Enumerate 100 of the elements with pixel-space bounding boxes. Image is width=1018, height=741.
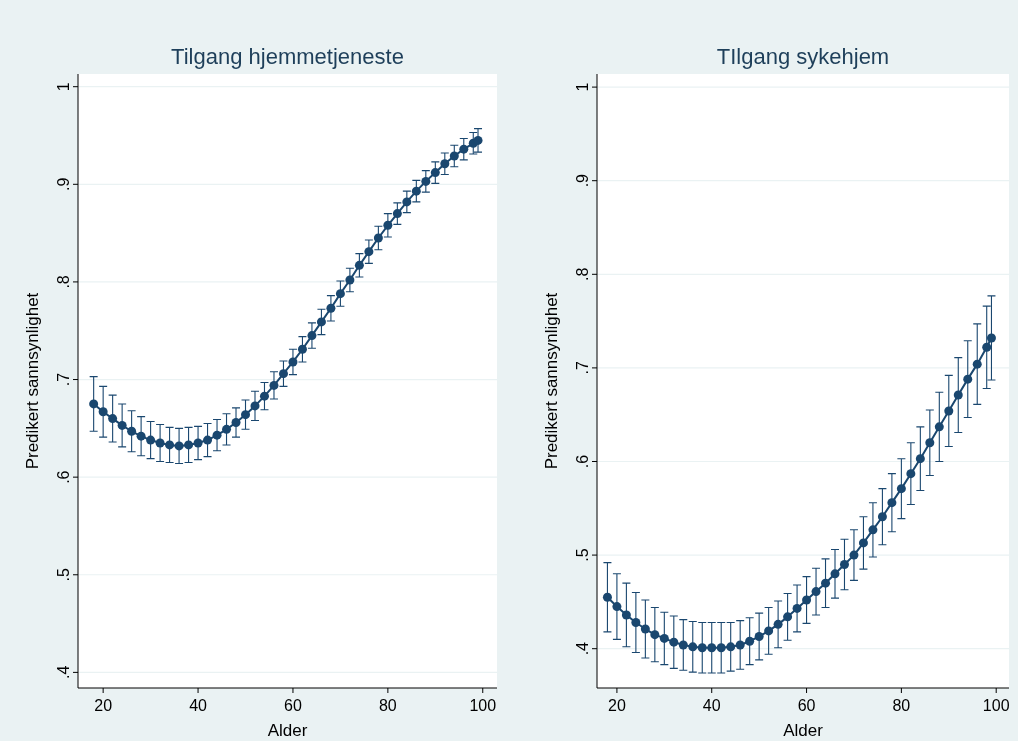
point (364, 247, 374, 257)
point (697, 643, 707, 653)
point (602, 592, 612, 602)
point (297, 344, 307, 354)
point (858, 538, 868, 548)
point (193, 438, 203, 448)
point (231, 417, 241, 427)
x-tick-label: 100 (469, 697, 497, 714)
y-tick-label: .5 (55, 567, 72, 582)
point (802, 595, 812, 605)
point (98, 407, 108, 417)
point (986, 333, 996, 343)
x-tick-label: 60 (284, 697, 302, 714)
point (830, 569, 840, 579)
point (915, 454, 925, 464)
point (963, 374, 973, 384)
point (440, 159, 450, 169)
point (906, 469, 916, 479)
x-tick-label: 100 (982, 697, 1010, 714)
point (640, 624, 650, 634)
point (896, 484, 906, 494)
point (108, 414, 118, 424)
point (953, 390, 963, 400)
y-tick-label: .5 (574, 548, 591, 562)
point (631, 617, 641, 627)
y-tick-label: 1 (574, 82, 591, 92)
point (735, 640, 745, 650)
x-tick-label: 20 (608, 697, 626, 714)
point (650, 630, 660, 640)
point (402, 197, 412, 207)
point (459, 144, 469, 154)
point (259, 391, 269, 401)
x-tick-label: 80 (378, 697, 397, 714)
point (335, 289, 345, 299)
point (934, 422, 944, 432)
y-tick-label: 1 (55, 82, 72, 92)
x-tick-label: 80 (892, 697, 911, 714)
x-tick-label: 40 (189, 697, 208, 714)
point (430, 168, 440, 178)
point (877, 512, 887, 522)
point (944, 406, 954, 416)
point (165, 440, 175, 450)
point (659, 633, 669, 643)
point (174, 441, 184, 451)
point (89, 399, 99, 409)
point (821, 578, 831, 588)
chart-title: Tilgang hjemmetjeneste (171, 44, 404, 69)
point (972, 359, 982, 369)
point (868, 525, 878, 535)
point (811, 587, 821, 597)
point (411, 186, 421, 196)
point (212, 430, 222, 440)
y-tick-label: .7 (574, 361, 591, 375)
y-tick-label: .9 (55, 177, 72, 191)
point (203, 435, 213, 445)
x-axis-title: Alder (783, 721, 824, 740)
point (982, 342, 992, 352)
point (241, 410, 251, 420)
point (792, 603, 802, 613)
point (250, 401, 260, 411)
y-axis-title: Predikert sannsynlighet (542, 292, 561, 470)
y-tick-label: .8 (55, 275, 72, 289)
point (222, 424, 232, 434)
point (316, 317, 326, 327)
point (449, 151, 459, 161)
point (716, 643, 726, 653)
x-tick-label: 40 (702, 697, 721, 714)
point (925, 438, 935, 448)
point (307, 331, 317, 341)
point (621, 610, 631, 620)
point (392, 209, 402, 219)
point (783, 612, 793, 622)
point (117, 420, 127, 430)
x-tick-label: 20 (94, 697, 113, 714)
point (839, 559, 849, 569)
point (421, 176, 431, 186)
y-tick-label: .6 (574, 454, 591, 469)
point (849, 550, 859, 560)
point (155, 438, 165, 448)
point (473, 135, 483, 145)
point (745, 636, 755, 646)
point (354, 260, 364, 270)
point (146, 435, 156, 445)
point (383, 220, 393, 230)
point (373, 233, 383, 243)
point (278, 369, 288, 379)
point (127, 426, 137, 436)
point (678, 640, 688, 650)
point (184, 440, 194, 450)
point (288, 357, 298, 367)
point (887, 498, 897, 508)
point (669, 637, 679, 647)
y-tick-label: .9 (574, 173, 591, 188)
point (612, 602, 622, 612)
point (326, 303, 336, 313)
point (773, 619, 783, 629)
point (764, 626, 774, 636)
point (688, 642, 698, 652)
point (707, 643, 717, 653)
point (136, 431, 146, 441)
